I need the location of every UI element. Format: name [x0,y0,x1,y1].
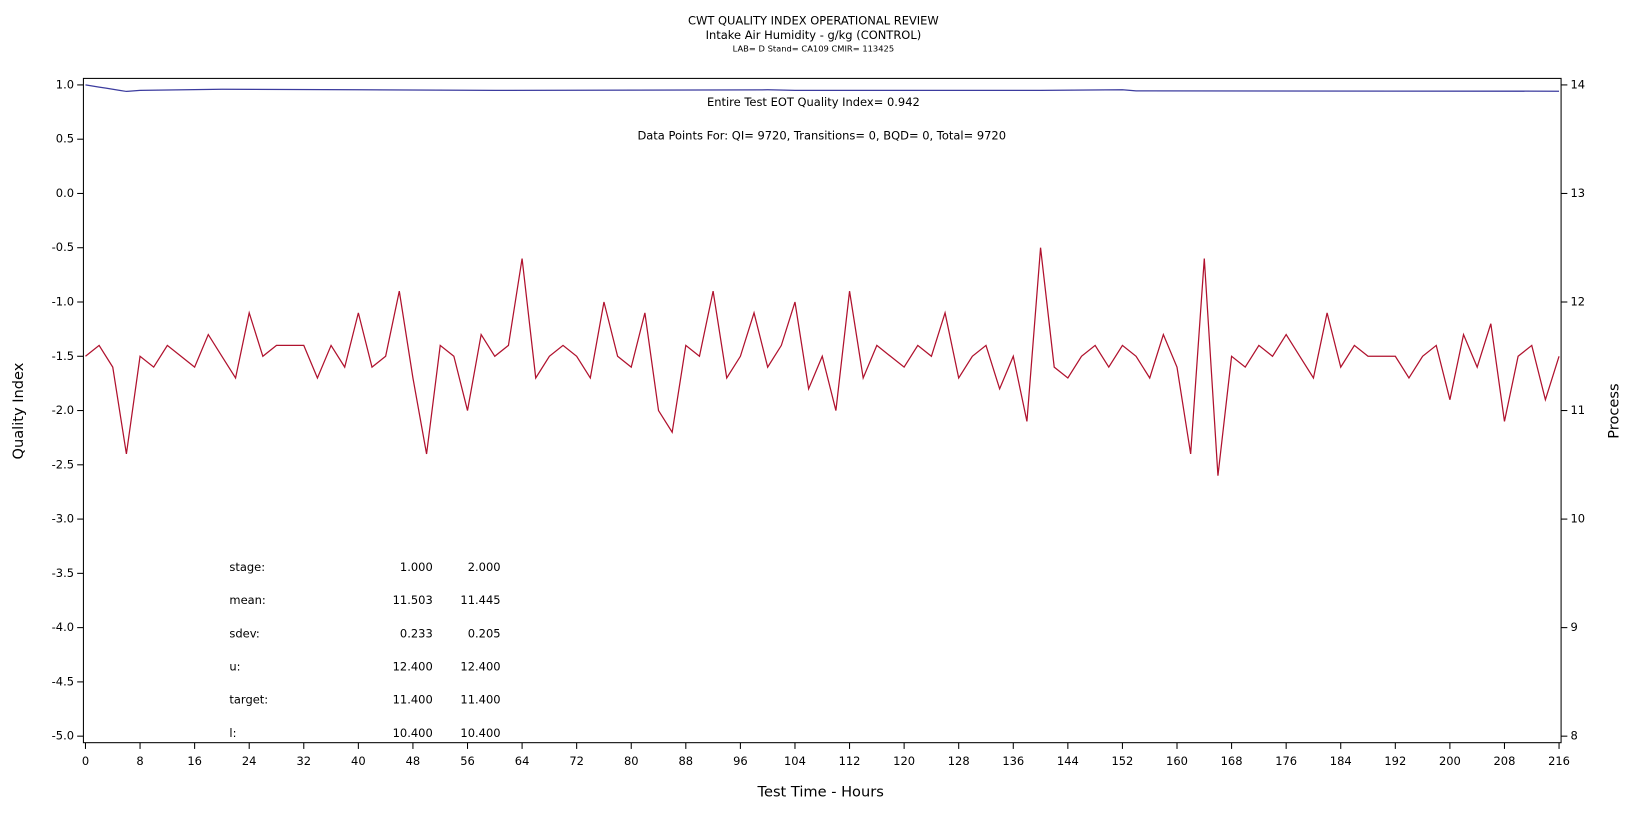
x-tick-label: 216 [1548,754,1570,768]
stats-cell: 12.400 [460,659,500,673]
x-tick-label: 184 [1330,754,1352,768]
y2-tick-label: 13 [1570,186,1585,200]
stats-cell: 11.400 [393,693,433,707]
stats-label: u: [229,659,240,673]
stats-label: target: [229,693,268,707]
x-tick-label: 96 [733,754,748,768]
x-tick-label: 8 [136,754,143,768]
x-tick-label: 24 [242,754,257,768]
stats-cell: 0.205 [468,626,501,640]
x-tick-label: 56 [460,754,475,768]
y-tick-label: -4.0 [52,620,74,634]
chart-subtitle: LAB= D Stand= CA109 CMIR= 113425 [733,44,895,54]
stats-label: mean: [229,593,265,607]
stats-label: stage: [229,560,265,574]
y2-tick-label: 8 [1570,729,1577,743]
x-tick-label: 176 [1275,754,1297,768]
y2-tick-label: 14 [1570,77,1585,91]
x-tick-label: 80 [624,754,639,768]
y-tick-label: -4.5 [52,674,74,688]
y-tick-label: -1.5 [52,349,74,363]
x-tick-label: 152 [1111,754,1133,768]
annotation: Data Points For: QI= 9720, Transitions= … [637,128,1006,142]
stats-cell: 2.000 [468,560,501,574]
x-tick-label: 160 [1166,754,1188,768]
plot-frame [82,77,1562,744]
series-line [85,247,1560,476]
x-tick-label: 104 [784,754,806,768]
x-tick-label: 192 [1384,754,1406,768]
stats-label: sdev: [229,626,259,640]
y2-tick-label: 12 [1570,295,1585,309]
x-tick-label: 0 [82,754,89,768]
stats-cell: 1.000 [400,560,433,574]
y-tick-label: -3.5 [52,566,74,580]
x-tick-label: 16 [187,754,202,768]
x-tick-label: 32 [296,754,311,768]
stats-cell: 11.503 [393,593,433,607]
y-tick-label: -2.5 [52,457,74,471]
stats-label: l: [229,726,236,740]
x-tick-label: 144 [1057,754,1079,768]
y-tick-label: -3.0 [52,512,74,526]
x-tick-label: 128 [948,754,970,768]
x-tick-label: 200 [1439,754,1461,768]
y-axis-label: Quality Index [10,362,27,459]
annotation: Entire Test EOT Quality Index= 0.942 [707,95,920,109]
y-tick-label: -5.0 [52,729,74,743]
stats-cell: 0.233 [400,626,433,640]
x-tick-label: 112 [839,754,861,768]
x-tick-label: 136 [1002,754,1024,768]
x-tick-label: 64 [515,754,530,768]
y-tick-label: -0.5 [52,240,74,254]
stats-cell: 11.445 [460,593,500,607]
stats-cell: 12.400 [393,659,433,673]
y-tick-label: -1.0 [52,295,74,309]
y2-axis-label: Process [1605,383,1622,438]
x-tick-label: 168 [1221,754,1243,768]
x-axis-label: Test Time - Hours [757,784,884,801]
y-tick-label: 0.0 [56,186,74,200]
chart-subtitle: Intake Air Humidity - g/kg (CONTROL) [706,28,922,42]
x-tick-label: 72 [569,754,584,768]
y2-tick-label: 9 [1570,620,1577,634]
x-tick-label: 40 [351,754,366,768]
x-tick-label: 88 [679,754,694,768]
y-tick-label: 1.0 [56,77,74,91]
y-tick-label: -2.0 [52,403,74,417]
stats-cell: 10.400 [393,726,433,740]
y2-tick-label: 10 [1570,512,1585,526]
y2-tick-label: 11 [1570,403,1585,417]
x-tick-label: 208 [1494,754,1516,768]
x-tick-label: 120 [893,754,915,768]
y-tick-label: 0.5 [56,132,74,146]
stats-cell: 10.400 [460,726,500,740]
stats-cell: 11.400 [460,693,500,707]
chart-title: CWT QUALITY INDEX OPERATIONAL REVIEW [688,14,939,28]
series-line [85,84,1560,93]
x-tick-label: 48 [406,754,421,768]
